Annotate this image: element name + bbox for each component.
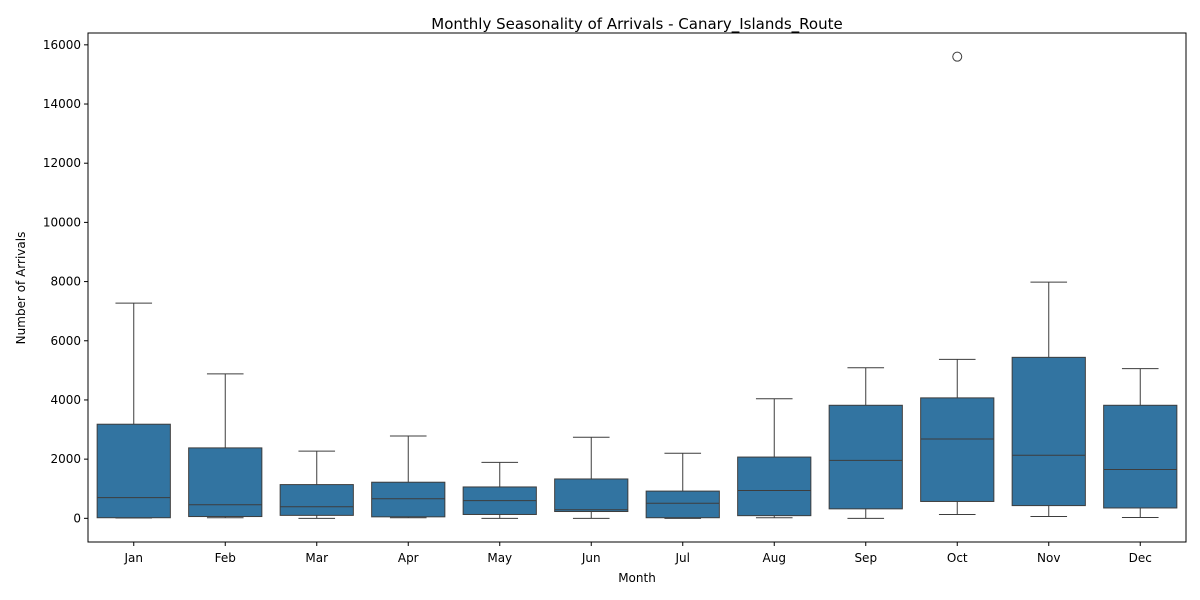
plot-frame [87,32,1187,543]
iqr-box [371,481,446,518]
y-axis: 0 2000 4000 6000 8000 10000 12000 14000 16000 [43,38,88,525]
box-may [462,461,537,519]
iqr-box [1011,356,1086,507]
x-tick-label: Sep [854,551,877,565]
iqr-box [1103,404,1178,509]
y-tick-label: 12000 [43,156,81,170]
x-tick-label: Jul [675,551,690,565]
x-tick-label: Jan [124,551,144,565]
x-tick-label: Jun [581,551,601,565]
x-axis: Jan Feb Mar Apr May Jun Jul Aug Sep Oct Nov Dec [124,542,1152,565]
iqr-box [188,447,263,518]
y-tick-label: 16000 [43,38,81,52]
iqr-box [828,404,903,510]
y-tick-label: 0 [73,511,81,525]
x-tick-label: Feb [215,551,236,565]
iqr-box [96,423,171,519]
x-axis-label: Month [618,571,656,585]
iqr-box [554,478,629,513]
y-tick-label: 8000 [50,275,81,289]
box-dec [1103,368,1178,518]
y-tick-label: 14000 [43,97,81,111]
y-tick-label: 4000 [50,393,81,407]
chart-title: Monthly Seasonality of Arrivals - Canary… [431,15,842,34]
box-feb [188,373,263,519]
box-jun [554,436,629,519]
y-axis-label: Number of Arrivals [14,232,28,345]
plot-area [96,51,1178,519]
x-tick-label: Mar [305,551,328,565]
box-nov [1011,281,1086,518]
x-tick-label: May [487,551,512,565]
x-tick-label: Dec [1129,551,1152,565]
iqr-box [920,397,995,502]
iqr-box [737,456,812,517]
box-apr [371,435,446,519]
iqr-box [645,490,720,519]
x-tick-label: Nov [1037,551,1060,565]
x-tick-label: Apr [398,551,419,565]
box-jan [96,302,171,519]
y-tick-label: 10000 [43,215,81,229]
iqr-box [279,484,354,516]
x-tick-label: Oct [947,551,968,565]
y-tick-label: 2000 [50,452,81,466]
x-tick-label: Aug [763,551,786,565]
box-mar [279,450,354,519]
box-sep [828,367,903,519]
y-tick-label: 6000 [50,334,81,348]
box-aug [737,398,812,519]
box-oct [920,51,995,515]
box-jul [645,452,720,519]
outlier-point [952,51,963,62]
